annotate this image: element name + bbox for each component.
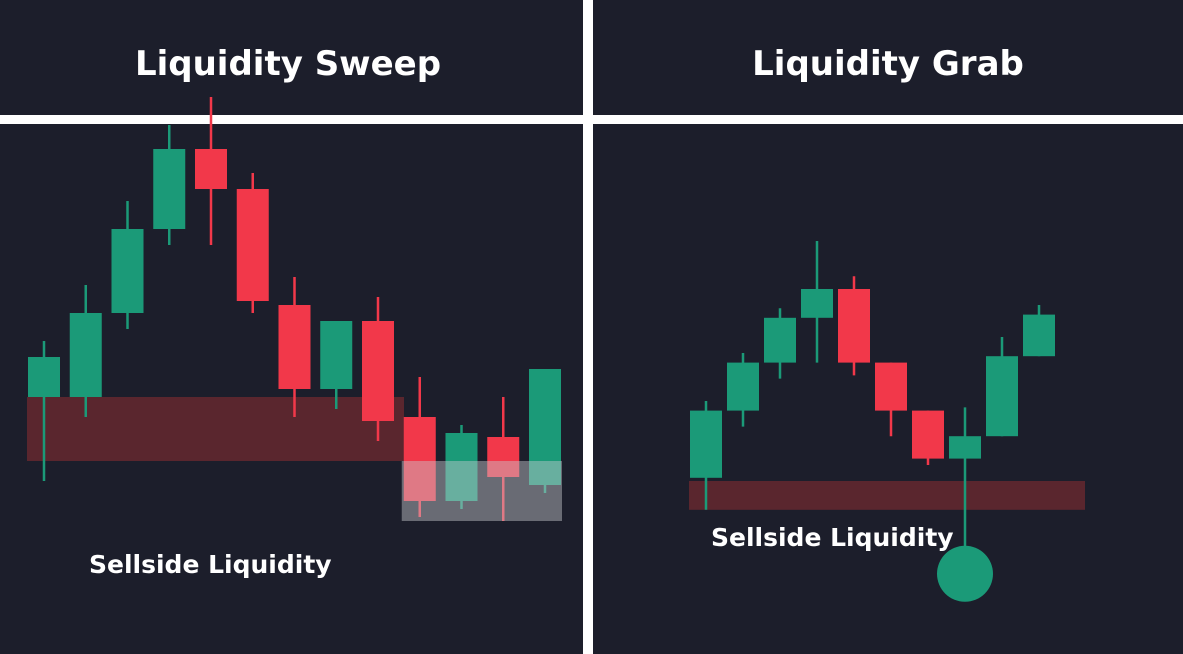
left-title-bar [0, 0, 583, 115]
candle-body [236, 189, 269, 301]
left-candles [28, 97, 561, 521]
left-sweep-highlight-layer [401, 461, 562, 521]
candle [236, 173, 269, 313]
candle [529, 369, 561, 493]
candle [986, 337, 1018, 437]
candle-body [28, 357, 60, 397]
candle [764, 308, 796, 379]
left-liquidity-zone-layer [27, 397, 404, 461]
candle-body [153, 149, 186, 229]
candle [727, 353, 759, 427]
candle-body [1023, 314, 1055, 357]
candle-body [195, 149, 227, 189]
candle-body [764, 317, 796, 363]
candle [838, 276, 870, 376]
candle-body [445, 433, 478, 501]
candle-body [949, 436, 981, 459]
candle-body [801, 289, 833, 318]
candle-body [838, 289, 870, 363]
candle-body [912, 410, 944, 459]
candle [912, 410, 944, 465]
candle-body [529, 369, 561, 485]
candle [1023, 305, 1055, 357]
grab-marker-circle [937, 545, 993, 602]
left-sellside-liquidity-label: Sellside Liquidity [89, 550, 332, 579]
candle [362, 297, 394, 441]
candle [111, 201, 144, 329]
candle [320, 321, 353, 409]
candle-body [320, 321, 353, 389]
candle-body [875, 362, 907, 411]
candle-body [690, 410, 722, 478]
left-chart-title: Liquidity Sweep [135, 44, 441, 84]
candle [690, 401, 722, 510]
right-title-bar [593, 0, 1183, 115]
candle-body [487, 437, 520, 477]
right-candles [690, 241, 1055, 549]
right-sellside-liquidity-label: Sellside Liquidity [711, 523, 954, 552]
sweep-highlight-box [401, 461, 562, 521]
candle [153, 125, 186, 245]
candle-body [111, 229, 144, 313]
candle-body [278, 305, 311, 389]
right-liquidity-zone-layer [689, 481, 1085, 510]
candle-body [986, 356, 1018, 437]
candle [487, 397, 520, 521]
candle [801, 241, 833, 363]
liquidity-zone [689, 481, 1085, 510]
candle [949, 407, 981, 549]
candle [28, 341, 60, 481]
candle-body [727, 362, 759, 411]
right-grab-marker-layer [937, 545, 993, 602]
candle [875, 362, 907, 437]
candle [403, 377, 436, 517]
candle [278, 277, 311, 417]
right-chart-title: Liquidity Grab [752, 44, 1024, 84]
candle [69, 285, 102, 417]
liquidity-zone [27, 397, 404, 461]
candle-body [403, 417, 436, 501]
candle-body [69, 313, 102, 397]
candle [445, 425, 478, 509]
candle-body [362, 321, 394, 421]
candle [195, 97, 227, 245]
